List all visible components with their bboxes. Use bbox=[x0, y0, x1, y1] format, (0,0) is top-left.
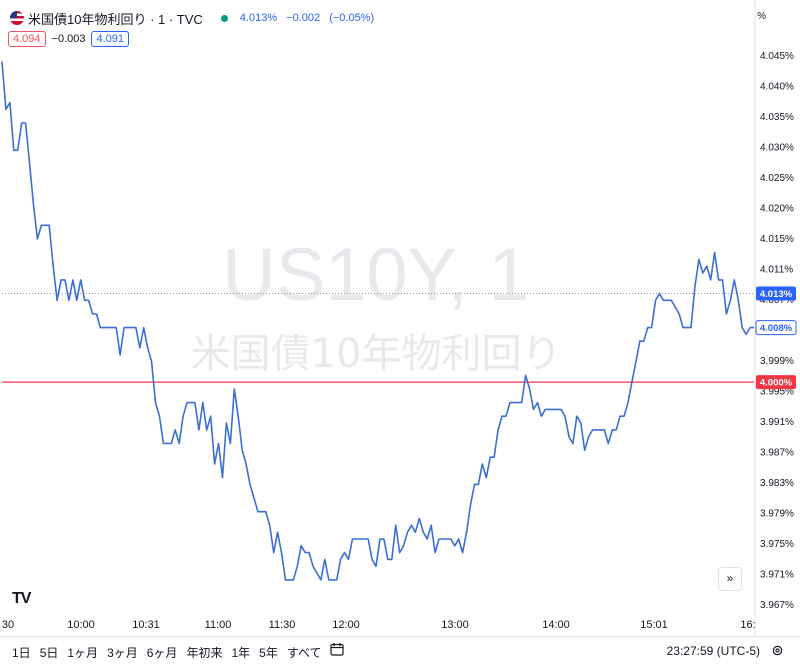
price-tag-label: 4.008% bbox=[760, 323, 793, 334]
x-tick-label: 10:31 bbox=[132, 619, 160, 631]
quote-summary: 4.013% −0.002 (−0.05%) bbox=[240, 12, 380, 24]
bottom-toolbar: 1日 5日 1ヶ月 3ヶ月 6ヶ月 年初来 1年 5年 すべて 23:27:59 (UTC-5) bbox=[0, 636, 800, 665]
y-tick-label: 3.991% bbox=[760, 417, 794, 428]
quote-change: −0.002 bbox=[286, 12, 321, 24]
y-tick-label: 4.045% bbox=[760, 51, 794, 62]
price-tag: 4.000% bbox=[756, 375, 796, 390]
price-series-line bbox=[1, 61, 754, 581]
y-tick-label: 4.011% bbox=[760, 265, 793, 276]
price-tag-box bbox=[755, 320, 797, 336]
ask-value[interactable]: 4.091 bbox=[91, 31, 130, 47]
y-tick-label: 3.979% bbox=[760, 509, 794, 520]
y-tick-label: 3.983% bbox=[760, 478, 794, 489]
y-tick-label: 3.971% bbox=[760, 570, 794, 581]
us-flag-icon bbox=[10, 11, 24, 25]
watermark-name: 米国債10年物利回り bbox=[191, 331, 562, 377]
bid-ask-row: 4.094 −0.003 4.091 bbox=[8, 31, 130, 47]
chart-header: 米国債10年物利回り · 1 · TVC 4.013% −0.002 (−0.0… bbox=[0, 0, 800, 60]
y-tick-label: 4.030% bbox=[760, 143, 794, 154]
y-tick-label: 4.040% bbox=[760, 82, 794, 93]
watermark-symbol: US10Y, 1 bbox=[222, 233, 529, 316]
price-tag: 4.013% bbox=[756, 286, 796, 301]
x-tick-label: 30 bbox=[2, 619, 14, 631]
range-button[interactable]: 5日 bbox=[39, 646, 59, 660]
range-button[interactable]: 1年 bbox=[231, 646, 251, 660]
market-status-icon bbox=[220, 14, 228, 22]
x-tick-label: 10:00 bbox=[67, 619, 95, 631]
y-tick-label: 4.035% bbox=[760, 112, 794, 123]
y-tick-label: 4.015% bbox=[760, 234, 794, 245]
range-button[interactable]: 1ヶ月 bbox=[67, 646, 99, 660]
price-tag-label: 4.000% bbox=[760, 378, 793, 389]
price-tag: 4.008% bbox=[755, 320, 797, 336]
x-tick-label: 13:00 bbox=[441, 619, 469, 631]
price-tag-box bbox=[756, 375, 796, 390]
x-tick-label: 16: bbox=[740, 619, 755, 631]
bid-value[interactable]: 4.094 bbox=[8, 31, 46, 47]
price-tag-box bbox=[756, 286, 796, 301]
x-tick-label: 15:01 bbox=[640, 619, 668, 631]
y-tick-label: 4.007% bbox=[760, 295, 794, 306]
tradingview-logo-icon: TV bbox=[12, 590, 31, 607]
range-button[interactable]: すべて bbox=[286, 646, 322, 660]
range-button[interactable]: 1日 bbox=[12, 646, 31, 660]
symbol-title[interactable]: 米国債10年物利回り · 1 · TVC bbox=[28, 11, 203, 27]
y-tick-label: 3.967% bbox=[760, 600, 794, 611]
x-tick-label: 11:00 bbox=[205, 619, 232, 631]
range-button[interactable]: 年初来 bbox=[186, 646, 223, 660]
range-button[interactable]: 5年 bbox=[259, 646, 278, 660]
symbol-title-row[interactable]: 米国債10年物利回り · 1 · TVC 4.013% −0.002 (−0.0… bbox=[10, 9, 380, 27]
scale-unit-label: % bbox=[757, 11, 766, 22]
y-tick-label: 3.975% bbox=[760, 539, 794, 550]
scroll-to-latest-button[interactable]: » bbox=[718, 567, 742, 591]
range-selector: 1日 5日 1ヶ月 3ヶ月 6ヶ月 年初来 1年 5年 すべて bbox=[12, 644, 331, 661]
range-button[interactable]: 3ヶ月 bbox=[107, 646, 138, 660]
y-tick-label: 3.999% bbox=[760, 356, 794, 367]
x-tick-label: 12:00 bbox=[332, 619, 360, 631]
y-tick-label: 3.995% bbox=[760, 387, 794, 398]
settings-gear-icon[interactable] bbox=[771, 644, 784, 657]
x-tick-label: 14:00 bbox=[542, 619, 570, 631]
y-tick-label: 4.020% bbox=[760, 204, 794, 215]
price-tag-label: 4.013% bbox=[760, 289, 793, 300]
quote-last: 4.013% bbox=[239, 12, 278, 24]
range-button[interactable]: 6ヶ月 bbox=[146, 646, 178, 660]
spread-value: −0.003 bbox=[51, 33, 86, 45]
price-chart[interactable]: US10Y, 1 米国債10年物利回り 4.045% 4.040% 4.035% 4.03… bbox=[0, 0, 800, 636]
quote-change-pct: (−0.05%) bbox=[329, 12, 375, 24]
clock-readout[interactable]: 23:27:59 (UTC-5) bbox=[666, 644, 760, 658]
calendar-icon[interactable] bbox=[330, 642, 344, 656]
y-tick-label: 4.025% bbox=[760, 173, 794, 184]
y-tick-label: 3.987% bbox=[760, 448, 794, 459]
x-tick-label: 11:30 bbox=[269, 619, 296, 631]
